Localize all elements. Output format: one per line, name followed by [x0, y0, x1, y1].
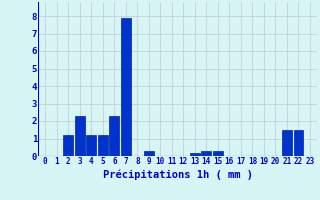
Bar	[282, 130, 292, 156]
Bar	[75, 116, 85, 156]
Bar	[213, 151, 223, 156]
Bar	[190, 153, 200, 156]
X-axis label: Précipitations 1h ( mm ): Précipitations 1h ( mm )	[103, 169, 252, 180]
Bar	[98, 135, 108, 156]
Bar	[63, 135, 73, 156]
Bar	[109, 116, 119, 156]
Bar	[144, 151, 154, 156]
Bar	[86, 135, 96, 156]
Bar	[121, 18, 131, 156]
Bar	[293, 130, 303, 156]
Bar	[202, 151, 211, 156]
